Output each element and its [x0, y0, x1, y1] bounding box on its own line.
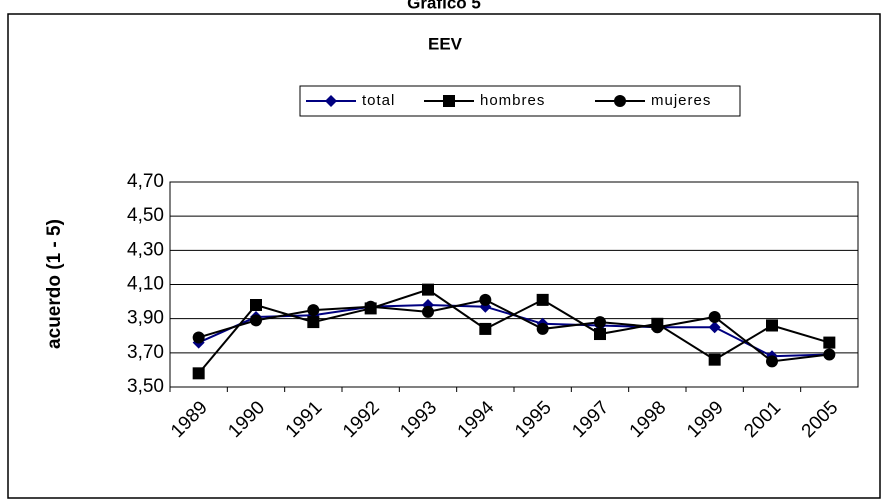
y-tick-label: 3,50	[127, 376, 164, 397]
data-point	[307, 316, 320, 329]
y-axis-label: acuerdo (1 - 5)	[44, 219, 65, 349]
data-point	[536, 322, 549, 335]
data-point	[192, 367, 205, 380]
legend-label: hombres	[480, 92, 545, 109]
data-point	[594, 328, 606, 341]
y-tick-label: 3,70	[127, 342, 164, 363]
data-point	[536, 293, 549, 306]
data-point	[479, 293, 492, 306]
data-point	[422, 283, 434, 296]
y-tick-label: 3,90	[127, 308, 164, 329]
y-tick-label: 4,50	[127, 205, 164, 226]
data-point	[250, 299, 262, 311]
chart-title: Gráfico 5	[407, 0, 481, 12]
data-point	[766, 355, 778, 368]
y-tick-label: 4,10	[127, 274, 164, 295]
data-point	[192, 331, 205, 344]
series-line	[198, 298, 830, 363]
legend-label: total	[362, 92, 395, 109]
chart-subtitle: EEV	[428, 34, 463, 53]
legend-marker	[443, 95, 455, 107]
legend-marker	[614, 95, 626, 107]
data-point	[479, 322, 492, 335]
y-tick-label: 4,30	[127, 239, 164, 260]
data-point	[250, 314, 262, 327]
data-point	[708, 321, 721, 334]
data-point	[708, 310, 721, 323]
legend-marker	[325, 95, 337, 107]
data-point	[823, 348, 836, 361]
data-point	[594, 316, 606, 329]
data-point	[307, 304, 320, 317]
data-point	[651, 321, 664, 334]
legend	[299, 85, 741, 117]
data-point	[422, 305, 434, 318]
data-point	[364, 300, 377, 313]
legend-label: mujeres	[651, 92, 711, 109]
data-point	[823, 336, 836, 349]
data-point	[708, 353, 721, 366]
y-tick-label: 4,70	[127, 171, 164, 192]
data-point	[766, 319, 778, 332]
